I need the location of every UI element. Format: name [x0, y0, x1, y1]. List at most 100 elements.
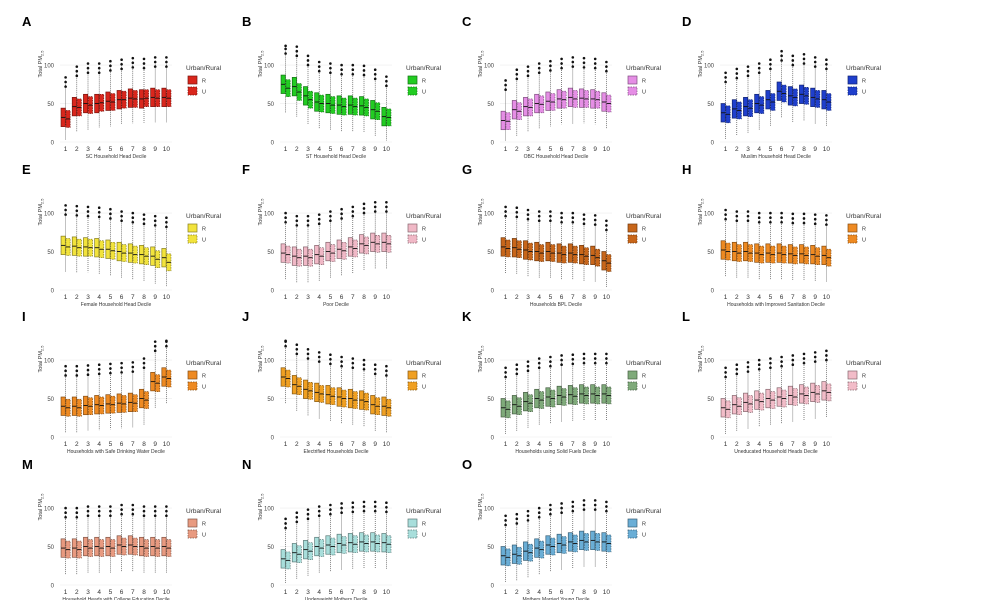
y-tick-label: 0	[271, 289, 275, 295]
x-tick-label: 4	[317, 146, 321, 153]
legend-label-u: U	[642, 385, 646, 391]
x-tick-label: 9	[373, 294, 377, 301]
outlier-point	[131, 216, 135, 219]
x-tick-label: 5	[549, 441, 553, 448]
outlier-point	[131, 211, 135, 215]
outlier-point	[340, 355, 343, 359]
x-tick-label: 7	[571, 146, 575, 153]
outlier-point	[549, 64, 552, 68]
outlier-point	[593, 66, 597, 70]
outlier-point	[64, 516, 67, 519]
outlier-point	[769, 221, 772, 224]
x-tick-label: 5	[329, 441, 333, 448]
outlier-point	[802, 361, 806, 365]
outlier-point	[86, 205, 90, 209]
y-tick-label: 0	[491, 289, 495, 295]
y-tick-label: 0	[271, 436, 275, 442]
outlier-point	[780, 211, 783, 215]
outlier-point	[571, 362, 575, 366]
x-tick-label: 2	[75, 441, 79, 448]
outlier-point	[351, 357, 355, 360]
outlier-point	[560, 57, 563, 61]
outlier-point	[582, 66, 586, 69]
outlier-point	[582, 503, 586, 507]
outlier-point	[109, 69, 112, 72]
x-tick-label: 8	[802, 294, 806, 301]
outlier-point	[385, 369, 388, 373]
x-tick-label: 2	[75, 146, 79, 153]
outlier-point	[769, 58, 772, 61]
outlier-point	[295, 511, 299, 514]
outlier-point	[97, 206, 101, 209]
outlier-point	[165, 56, 168, 59]
outlier-point	[549, 508, 552, 511]
outlier-point	[351, 73, 355, 76]
legend-key-u	[627, 529, 638, 539]
outlier-point	[526, 509, 530, 513]
outlier-point	[780, 355, 783, 359]
x-tick-label: 3	[526, 146, 530, 153]
outlier-point	[582, 56, 586, 60]
legend-title: Urban/Rural	[186, 213, 222, 220]
legend-label-u: U	[642, 90, 646, 96]
x-tick-label: 4	[757, 146, 761, 153]
outlier-point	[571, 211, 575, 215]
outlier-point	[582, 222, 586, 226]
outlier-point	[571, 358, 575, 361]
y-tick-label: 50	[47, 545, 54, 551]
outlier-point	[515, 512, 519, 516]
legend-key-u	[187, 234, 198, 244]
legend-key-u	[627, 381, 638, 391]
outlier-point	[571, 509, 575, 513]
legend-label-u: U	[862, 90, 866, 96]
x-tick-label: 9	[153, 589, 157, 596]
outlier-point	[329, 71, 332, 75]
outlier-point	[802, 217, 806, 220]
y-tick-label: 50	[47, 250, 54, 256]
outlier-point	[504, 79, 507, 82]
outlier-point	[86, 505, 90, 508]
x-tick-label: 4	[97, 146, 101, 153]
outlier-point	[284, 339, 287, 343]
outlier-point	[582, 508, 586, 511]
outlier-point	[593, 214, 597, 217]
outlier-point	[86, 368, 90, 372]
x-tick-label: 7	[351, 589, 355, 596]
outlier-point	[306, 508, 310, 511]
outlier-point	[825, 67, 828, 71]
outlier-point	[64, 204, 67, 207]
outlier-point	[340, 502, 343, 505]
x-tick-label: 2	[515, 294, 519, 301]
outlier-point	[537, 62, 541, 65]
x-tick-label: 10	[823, 294, 831, 301]
outlier-point	[329, 353, 332, 356]
outlier-point	[373, 368, 377, 371]
y-tick-label: 50	[487, 397, 494, 403]
y-tick-label: 100	[264, 64, 275, 70]
x-tick-label: 7	[131, 146, 135, 153]
legend-label-u: U	[862, 385, 866, 391]
outlier-point	[515, 73, 519, 76]
outlier-point	[317, 60, 321, 64]
outlier-point	[165, 221, 168, 224]
x-tick-label: 6	[340, 589, 344, 596]
x-tick-label: 4	[757, 441, 761, 448]
legend-key-u	[187, 86, 198, 96]
outlier-point	[329, 508, 332, 511]
outlier-point	[735, 72, 739, 75]
legend-key-u	[187, 381, 198, 391]
outlier-point	[515, 68, 519, 71]
outlier-point	[165, 60, 168, 64]
outlier-point	[351, 205, 355, 209]
outlier-point	[295, 49, 299, 53]
outlier-point	[362, 509, 366, 513]
outlier-point	[504, 366, 507, 370]
outlier-point	[537, 366, 541, 370]
outlier-point	[340, 511, 343, 514]
x-tick-label: 10	[163, 589, 171, 596]
x-tick-label: 1	[504, 146, 508, 153]
y-tick-label: 100	[704, 212, 715, 218]
outlier-point	[593, 503, 597, 507]
x-tick-label: 6	[120, 441, 124, 448]
outlier-point	[97, 363, 101, 366]
